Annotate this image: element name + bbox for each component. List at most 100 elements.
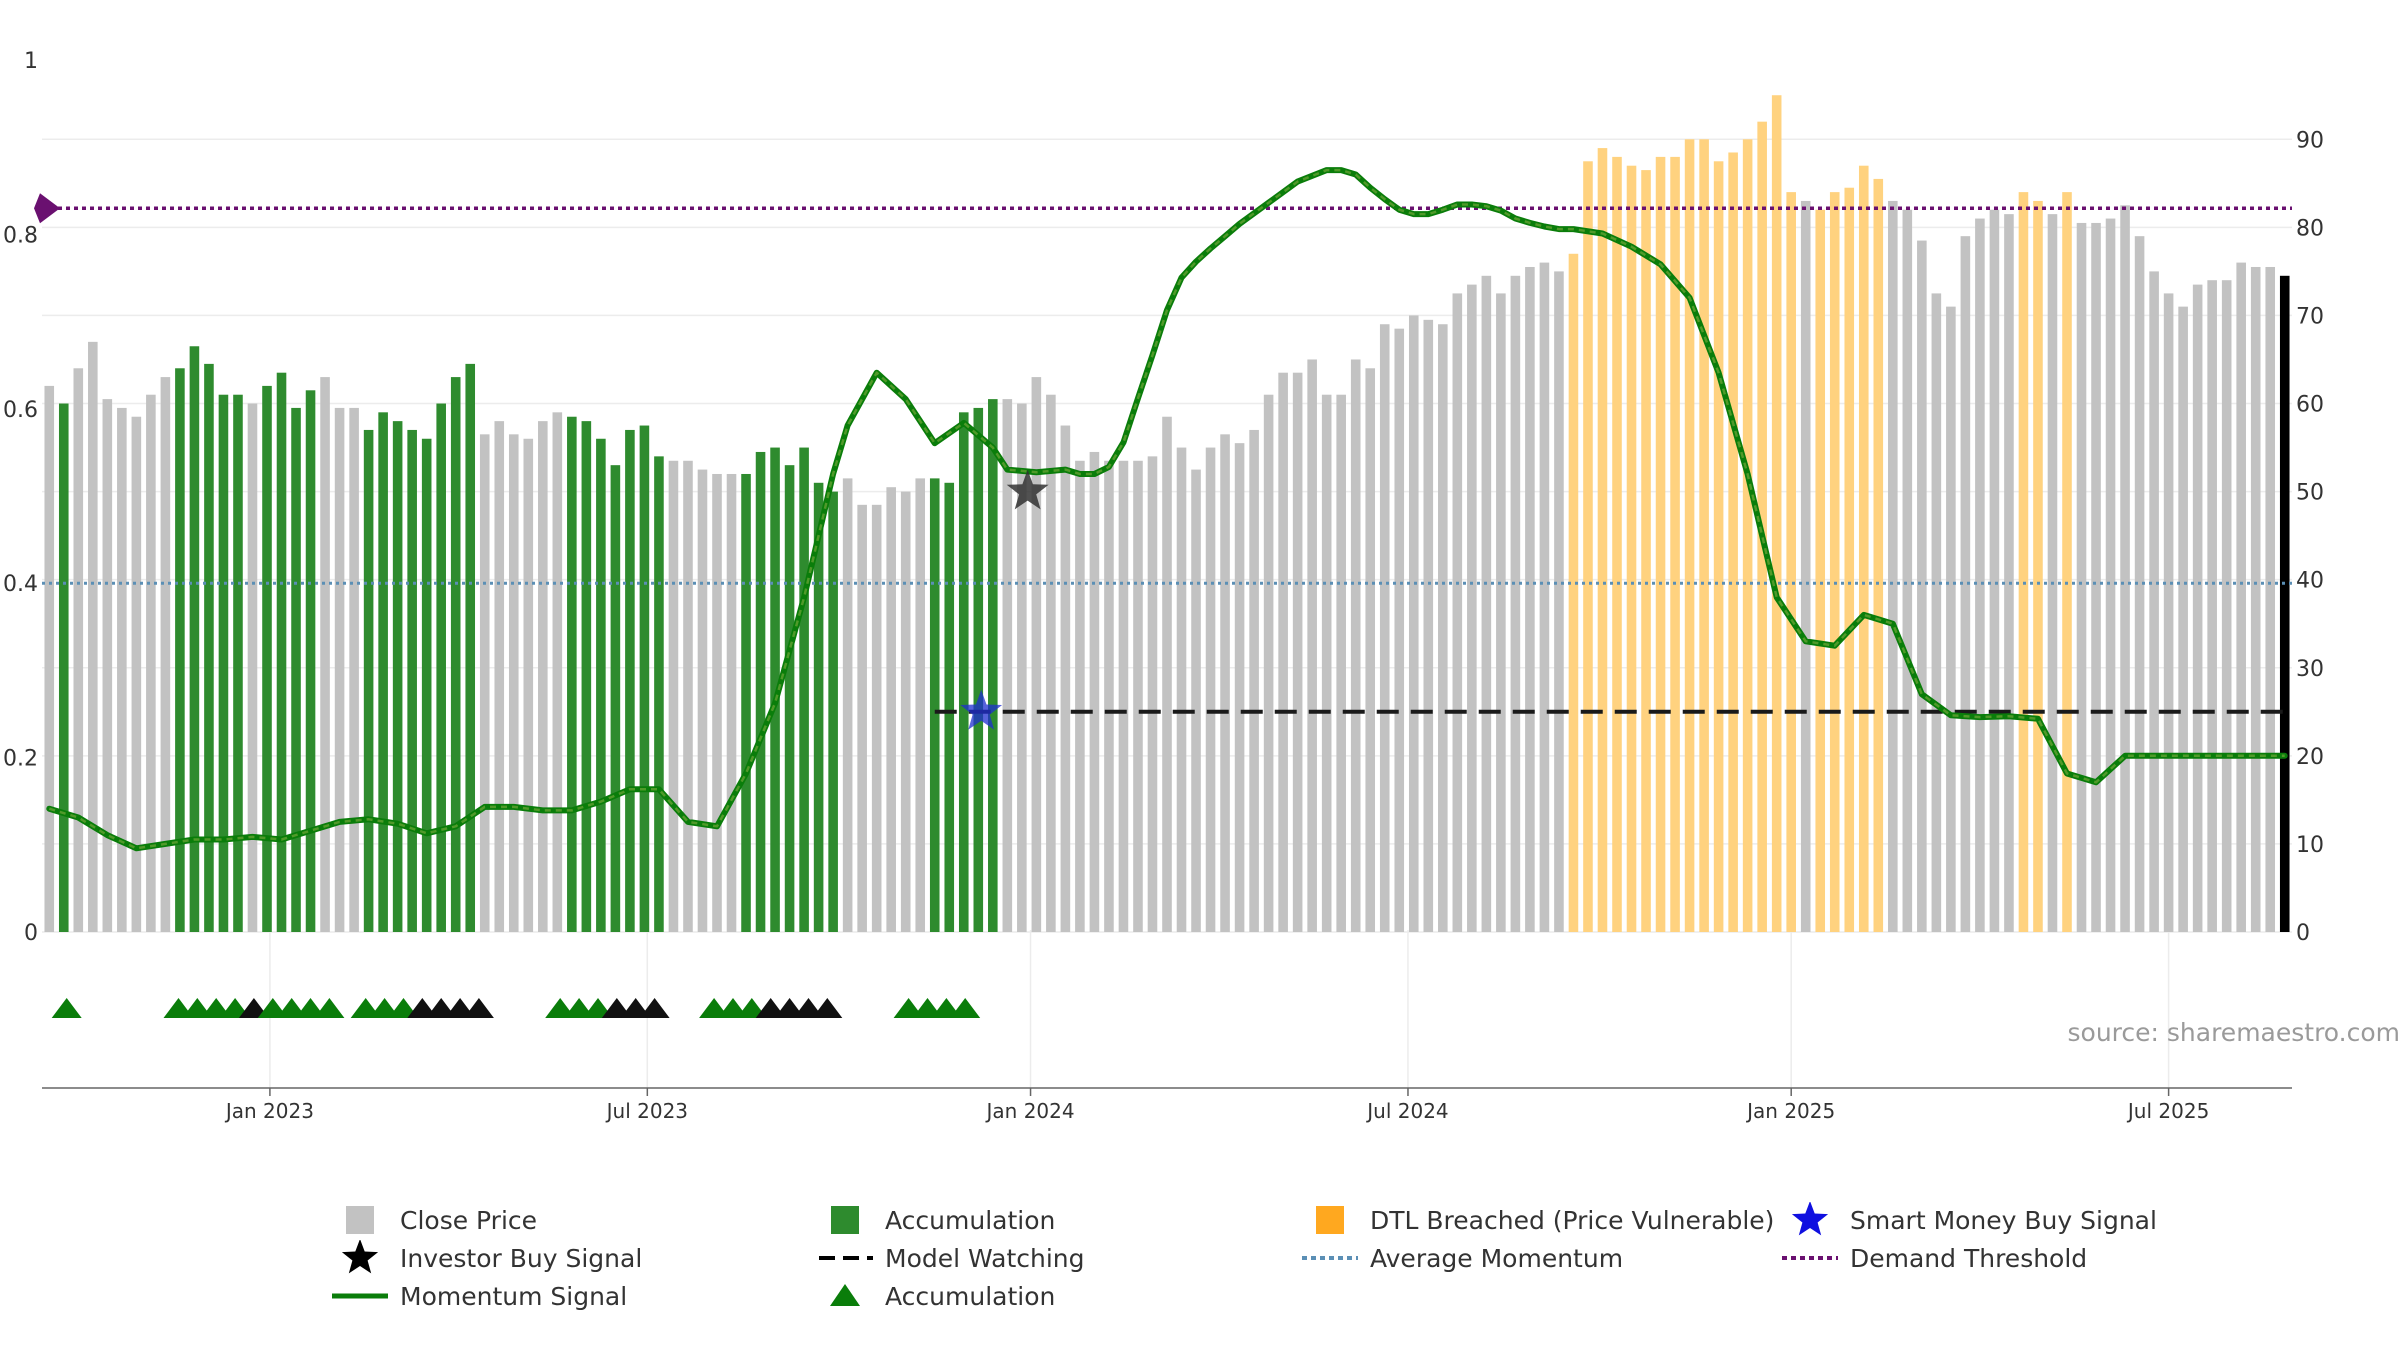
bar [1060,425,1071,932]
bar [1641,170,1651,933]
bar-series [44,95,2290,933]
accumulation-triangle [931,998,962,1018]
right-axis-tick-label: 30 [2296,657,2324,682]
bar [102,399,113,932]
x-axis-tick-label: Jul 2023 [605,1099,688,1123]
signal-markers [960,469,1049,730]
bar [1046,394,1056,933]
bar [1278,372,1288,932]
bar [988,399,998,932]
bar [2149,271,2159,932]
demand-threshold-marker [34,193,60,224]
bar [581,421,592,932]
bar [1786,192,1796,932]
bar [1496,293,1506,932]
x-axis-tick-label: Jan 2024 [985,1099,1075,1123]
accumulation-triangle [276,998,307,1018]
accumulation-triangle [812,998,843,1018]
bar [929,478,940,932]
bar [2105,218,2116,933]
bar [1118,460,1129,932]
accumulation-triangle [793,998,824,1018]
accumulation-triangle [257,998,288,1018]
accumulation-triangle [295,998,326,1018]
bar [1263,394,1274,933]
accumulation-triangle [220,998,251,1018]
bar [494,421,505,932]
bar [596,438,606,932]
bar [465,363,476,932]
bar [1525,266,1535,932]
right-axis-tick-label: 70 [2296,304,2324,329]
bar [2178,306,2188,932]
bar [1147,456,1158,932]
accumulation-triangle [736,998,767,1018]
bar [871,504,882,932]
right-axis-tick-label: 60 [2296,393,2324,418]
accumulation-triangle [51,998,82,1018]
bar [204,363,214,932]
bar [44,385,55,932]
bar [1336,394,1346,933]
bar [668,460,679,932]
bar [1728,152,1738,933]
bar [1960,236,1971,932]
bar [146,394,156,933]
bar [900,491,911,932]
bar [552,412,563,932]
bar [1365,368,1376,932]
bar [1888,200,1898,932]
accumulation-triangle [718,998,748,1018]
bar [1162,416,1172,933]
bar [88,341,98,932]
bar [2091,222,2101,932]
accumulation-triangle [426,998,457,1018]
bar [1699,139,1709,932]
bar [1408,315,1419,932]
accumulation-triangle [201,998,232,1018]
bar [567,416,577,933]
bar [755,451,766,932]
bar [2134,236,2145,932]
bar [770,447,780,932]
x-axis-tick-label: Jan 2025 [1745,1099,1835,1123]
bar [2236,262,2246,933]
bar [1031,377,1042,933]
bar [2076,222,2087,932]
left-axis-tick-label: 0.4 [3,572,38,597]
bar [2279,275,2290,932]
bar [1858,165,1869,932]
accumulation-triangle [182,998,213,1018]
accumulation-triangle [350,998,381,1018]
bar [262,385,272,932]
bar [2062,192,2072,932]
bar [697,469,708,932]
bar [1205,447,1216,932]
accumulation-triangle [639,998,670,1018]
accumulation-triangle [601,998,632,1018]
accumulation-triangle [893,998,924,1018]
left-axis-tick-label: 0.8 [3,223,38,248]
bar [450,377,461,933]
bar [1742,139,1753,932]
left-axis-tick-label: 1 [24,49,38,74]
bar [131,416,142,933]
bar [654,456,664,932]
bar [1844,187,1855,933]
bar [1481,275,1492,932]
bar [363,429,374,932]
bar [1684,139,1695,932]
bar [886,487,896,932]
bar [58,403,69,932]
investor-buy-star [1006,469,1049,510]
bar [1176,447,1187,932]
accumulation-triangle [912,998,943,1018]
right-axis-tick-label: 40 [2296,569,2324,594]
bar [1075,460,1085,932]
bar [1597,148,1608,932]
bar [828,491,838,932]
bar [421,438,432,932]
bar [1379,324,1390,932]
bar [334,407,345,932]
